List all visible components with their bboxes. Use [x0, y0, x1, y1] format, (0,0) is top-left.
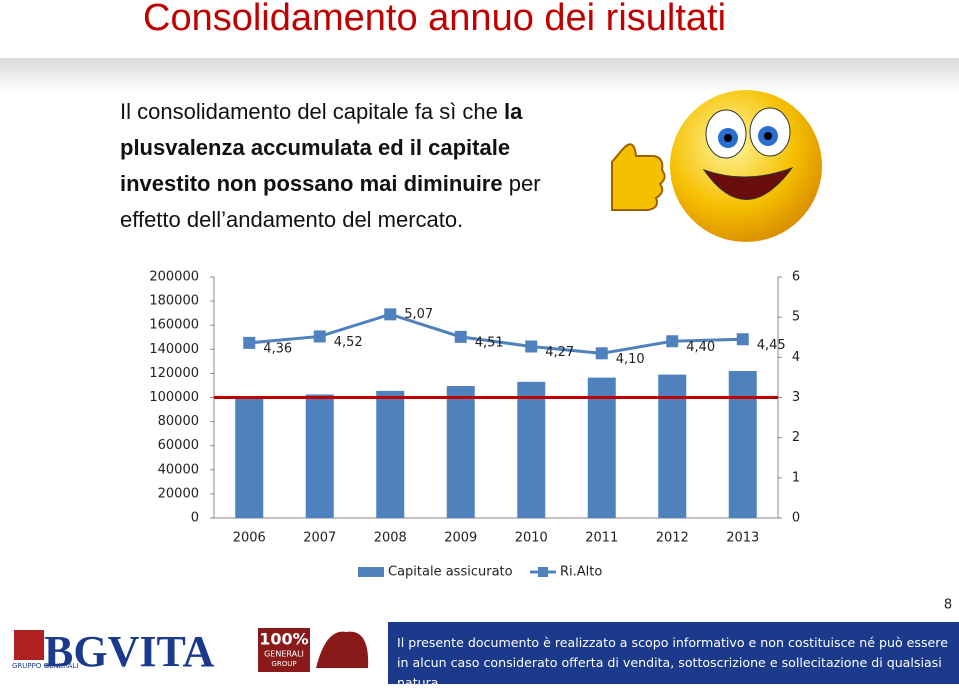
- bar: [376, 390, 405, 518]
- y-tick-label: 40000: [158, 462, 199, 477]
- y2-tick-label: 4: [792, 350, 800, 365]
- page-number: 8: [944, 598, 952, 613]
- marker: [736, 333, 749, 346]
- y-tick-label: 80000: [158, 414, 199, 429]
- marker: [525, 340, 538, 353]
- badge-mid: GENERALI: [264, 650, 304, 659]
- body-bold: la plusvalenza accumulata ed il capitale…: [120, 99, 523, 196]
- value-label: 4,51: [475, 335, 504, 350]
- marker: [384, 308, 397, 321]
- bar: [446, 386, 475, 518]
- legend-swatch: [538, 567, 548, 577]
- title: Consolidamento annuo dei risultati: [143, 0, 726, 39]
- y-tick-label: 0: [191, 511, 199, 526]
- x-tick-label: 2008: [374, 531, 407, 546]
- disclaimer: Il presente documento è realizzato a sco…: [388, 622, 959, 690]
- bar: [517, 381, 546, 518]
- y-tick-label: 20000: [158, 486, 199, 501]
- body-before: Il consolidamento del capitale fa sì che: [120, 99, 505, 124]
- legend-label: Capitale assicurato: [388, 565, 513, 580]
- x-tick-label: 2007: [303, 531, 336, 546]
- bar: [587, 377, 616, 518]
- value-label: 4,45: [757, 338, 786, 353]
- x-tick-label: 2010: [515, 531, 548, 546]
- value-label: 4,10: [616, 352, 645, 367]
- y-tick-label: 140000: [149, 342, 199, 357]
- badge-bottom: GROUP: [271, 660, 296, 668]
- badge-top: 100%: [259, 630, 308, 649]
- y-tick-label: 160000: [149, 318, 199, 333]
- value-label: 4,27: [545, 345, 574, 360]
- y-tick-label: 180000: [149, 294, 199, 309]
- logo-small: GRUPPO GENERALI: [12, 662, 78, 670]
- x-tick-label: 2013: [726, 531, 759, 546]
- y2-tick-label: 6: [792, 270, 800, 285]
- x-tick-label: 2012: [656, 531, 689, 546]
- marker: [454, 330, 467, 343]
- chart: 0 20000 40000 60000 80000 100000 120000 140000 1…: [149, 270, 800, 580]
- bar: [305, 394, 334, 518]
- footer-logos: GRUPPO GENERALI BGVITA 100% GENERALI GRO…: [12, 627, 369, 676]
- bar: [235, 397, 264, 518]
- value-label: 4,40: [686, 340, 715, 355]
- legend-label: Ri.Alto: [560, 565, 602, 580]
- x-tick-label: 2009: [444, 531, 477, 546]
- value-label: 5,07: [404, 307, 433, 322]
- marker: [243, 336, 256, 349]
- y2-tick-label: 1: [792, 470, 800, 485]
- marker: [595, 347, 608, 360]
- y2-tick-label: 2: [792, 430, 800, 445]
- body-after: per effetto dell’andamento del mercato.: [120, 171, 541, 232]
- legend-swatch: [358, 567, 384, 577]
- marker: [313, 330, 326, 343]
- x-tick-label: 2006: [233, 531, 266, 546]
- y2-tick-label: 3: [792, 390, 800, 405]
- line: [249, 312, 743, 355]
- title-band: [0, 58, 959, 92]
- body-text: Il consolidamento del capitale fa sì che…: [120, 94, 575, 238]
- logo: BGVITA: [44, 627, 215, 676]
- marker: [666, 335, 679, 348]
- x-tick-label: 2011: [585, 531, 618, 546]
- y-tick-label: 200000: [149, 270, 199, 285]
- y2-tick-label: 5: [792, 310, 800, 325]
- smiley: [611, 90, 822, 242]
- y2-tick-label: 0: [792, 511, 800, 526]
- y-tick-label: 120000: [149, 366, 199, 381]
- bar: [728, 370, 757, 518]
- value-label: 4,36: [263, 341, 292, 356]
- y-tick-label: 60000: [158, 438, 199, 453]
- value-label: 4,52: [334, 335, 363, 350]
- y-tick-label: 100000: [149, 390, 199, 405]
